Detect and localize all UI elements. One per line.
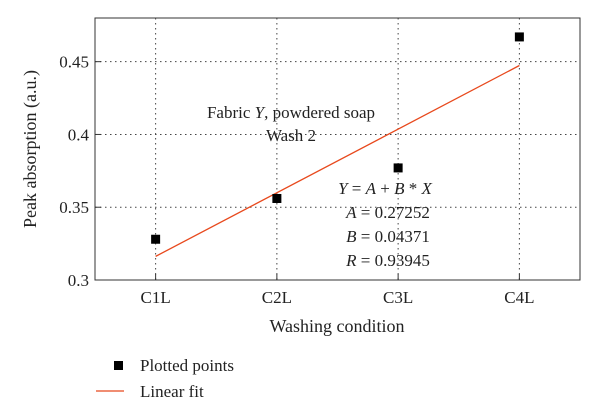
plot-area-frame bbox=[94, 17, 581, 281]
legend: Plotted points Linear fit bbox=[96, 356, 234, 401]
legend-label-points: Plotted points bbox=[140, 356, 234, 375]
legend-label-fit: Linear fit bbox=[140, 382, 204, 401]
sample-annotation-line1: Fabric Y, powdered soap bbox=[207, 103, 375, 122]
x-axis: C1L C2L C3L C4L bbox=[141, 274, 534, 307]
fit-parameter-a: A = 0.27252 bbox=[345, 203, 430, 222]
y-axis-title: Peak absorption (a.u.) bbox=[20, 70, 41, 228]
y-axis: 0.3 0.35 0.4 0.45 bbox=[59, 53, 101, 290]
x-axis-title: Washing condition bbox=[269, 316, 404, 336]
x-tick-label: C2L bbox=[262, 288, 292, 307]
data-point bbox=[151, 234, 161, 244]
data-point bbox=[393, 163, 403, 173]
linear-fit-line bbox=[155, 64, 520, 257]
y-tick-label: 0.45 bbox=[59, 53, 89, 72]
legend-marker-points bbox=[114, 361, 123, 370]
y-tick-label: 0.4 bbox=[68, 125, 90, 144]
y-tick-label: 0.35 bbox=[59, 198, 89, 217]
grid bbox=[95, 18, 580, 280]
fit-parameter-b: B = 0.04371 bbox=[346, 227, 430, 246]
points-layer bbox=[151, 32, 524, 244]
fit-line-layer bbox=[155, 64, 520, 257]
data-point bbox=[272, 193, 282, 203]
data-point bbox=[514, 32, 524, 42]
fit-parameter-r: R = 0.93945 bbox=[345, 251, 430, 270]
x-tick-label: C1L bbox=[141, 288, 171, 307]
x-tick-label: C3L bbox=[383, 288, 413, 307]
fit-equation: Y = A + B * X bbox=[338, 179, 432, 198]
y-tick-label: 0.3 bbox=[68, 271, 89, 290]
sample-annotation-line2: Wash 2 bbox=[266, 126, 316, 145]
x-tick-label: C4L bbox=[504, 288, 534, 307]
